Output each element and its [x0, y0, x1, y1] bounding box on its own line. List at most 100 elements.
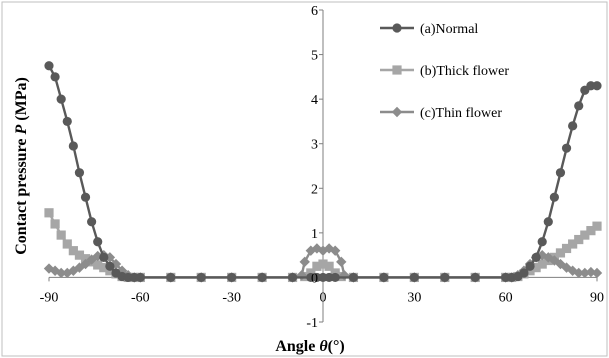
data-point [93, 237, 103, 247]
y-axis-title-prefix: Contact pressure [13, 135, 30, 255]
data-point [312, 261, 322, 271]
data-point [592, 81, 602, 91]
data-point [543, 217, 553, 227]
legend-marker [391, 106, 403, 118]
y-axis-title: Contact pressure P (MPa) [13, 77, 30, 255]
data-point [531, 263, 541, 273]
data-point [574, 234, 584, 245]
data-point [549, 192, 559, 202]
data-point [561, 243, 572, 254]
legend-entry: (c)Thin flower [380, 106, 502, 121]
data-point [74, 262, 85, 273]
data-point [68, 141, 78, 151]
data-point [555, 168, 566, 178]
data-point [62, 239, 72, 249]
x-axis-title-suffix: (°) [328, 338, 345, 355]
data-point [257, 272, 267, 283]
x-axis-title-symbol: θ [319, 338, 328, 355]
data-point [525, 261, 535, 271]
data-point [287, 272, 298, 283]
x-tick-label: 60 [499, 290, 513, 305]
legend-entry: (b)Thick flower [380, 64, 509, 79]
x-tick-label: 90 [590, 290, 604, 305]
series-circle [44, 61, 602, 283]
x-tick-label: 0 [320, 290, 327, 305]
data-point [586, 226, 596, 236]
data-point [105, 261, 115, 271]
y-axis-title-symbol: P [13, 125, 30, 136]
y-tick-labels: -1 0 1 2 3 4 5 6 [306, 4, 318, 331]
data-point [80, 258, 91, 270]
x-tick-label: -90 [40, 290, 59, 305]
data-point [80, 254, 91, 264]
data-point [299, 256, 310, 268]
data-point [470, 272, 480, 283]
data-point [50, 219, 60, 229]
data-point [573, 267, 584, 279]
data-point [329, 245, 341, 256]
y-tick-label: 1 [311, 227, 318, 242]
data-point [330, 272, 340, 283]
y-tick-label: 6 [311, 4, 318, 19]
x-tick-labels: -90 -60 -30 0 30 60 90 [40, 290, 604, 305]
data-point [62, 116, 72, 127]
data-point [379, 272, 389, 283]
data-point [568, 121, 578, 131]
data-point [519, 268, 529, 278]
y-tick-label: 3 [311, 138, 318, 153]
data-point [74, 168, 85, 178]
data-point [56, 230, 66, 240]
series-group [43, 61, 603, 283]
data-point [87, 217, 97, 227]
legend-marker [392, 23, 402, 33]
x-tick-label: -30 [222, 290, 241, 305]
y-axis-title-suffix: (MPa) [13, 77, 30, 125]
data-point [555, 248, 566, 258]
data-point [74, 250, 85, 260]
data-point [324, 261, 334, 271]
data-point [44, 61, 54, 71]
data-point [166, 272, 176, 283]
data-point [591, 267, 603, 279]
legend-label: (b)Thick flower [420, 64, 509, 79]
x-tick-label: 30 [407, 290, 421, 305]
y-tick-label: 0 [311, 271, 318, 286]
y-tick-label: 4 [311, 93, 318, 108]
data-point [80, 192, 91, 202]
legend-marker [392, 65, 402, 75]
y-tick-label: 2 [311, 182, 318, 197]
data-point [531, 252, 541, 262]
x-tick-label: -60 [131, 290, 150, 305]
data-point [50, 72, 60, 82]
data-point [44, 208, 54, 218]
legend-label: (a)Normal [420, 22, 478, 37]
data-point [537, 237, 547, 247]
data-point [99, 263, 109, 273]
data-point [196, 272, 206, 283]
x-axis-title-prefix: Angle [275, 338, 319, 355]
data-point [574, 101, 584, 111]
data-point [348, 272, 359, 283]
legend: (a)Normal (b)Thick flower (c)Thin flower [380, 22, 509, 121]
data-point [561, 143, 572, 153]
data-point [336, 256, 347, 268]
y-tick-label: -1 [306, 316, 318, 331]
data-point [537, 249, 548, 261]
legend-label: (c)Thin flower [420, 106, 502, 121]
data-point [68, 246, 78, 256]
data-point [227, 272, 237, 283]
data-point [135, 272, 145, 283]
data-point [99, 252, 109, 262]
data-point [68, 265, 79, 276]
data-point [568, 239, 578, 249]
y-tick-label: 5 [311, 49, 318, 64]
data-point [318, 259, 328, 269]
legend-entry: (a)Normal [380, 22, 478, 37]
data-point [440, 272, 450, 283]
data-point [592, 221, 602, 231]
data-point [580, 230, 590, 240]
x-axis-title: Angle θ(°) [275, 338, 344, 355]
data-point [537, 259, 547, 269]
